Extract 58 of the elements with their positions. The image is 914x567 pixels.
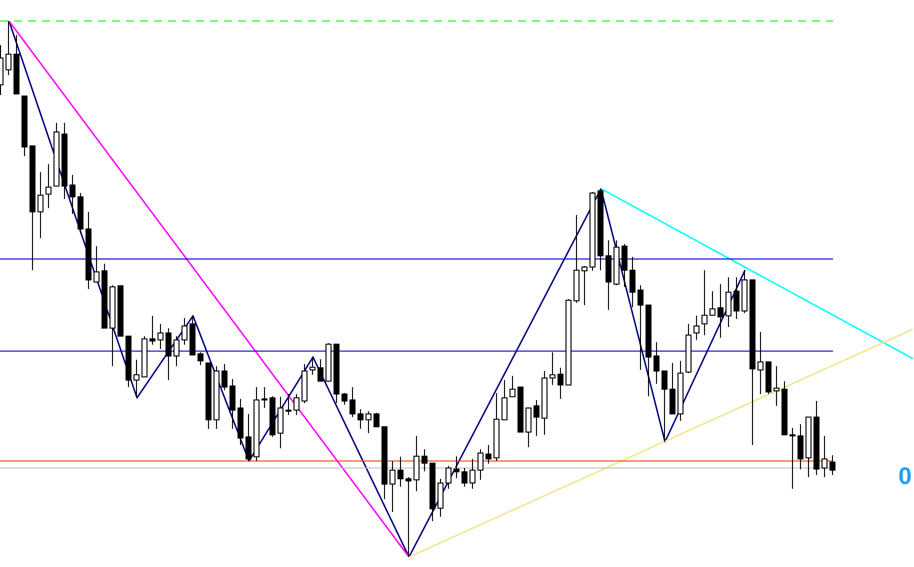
candlestick	[726, 276, 732, 328]
candlestick	[470, 458, 476, 490]
candlestick	[374, 412, 380, 428]
candlestick	[166, 328, 172, 381]
candlestick	[318, 358, 324, 382]
candlestick	[38, 172, 44, 239]
candlestick	[246, 413, 252, 462]
candlestick	[822, 435, 828, 478]
candlestick	[638, 284, 644, 370]
candlestick	[758, 331, 764, 395]
candlestick	[390, 460, 396, 512]
candlestick	[462, 468, 468, 488]
candlestick	[654, 342, 660, 384]
candlestick	[46, 164, 52, 209]
candlestick	[310, 356, 316, 376]
candlestick	[174, 336, 180, 367]
candlestick	[366, 410, 372, 434]
candlestick	[830, 454, 836, 476]
candlestick	[406, 476, 412, 557]
candlestick	[798, 424, 804, 470]
candlestick	[702, 270, 708, 336]
ref-line-label: 0	[898, 463, 912, 490]
candlestick	[286, 394, 292, 416]
candlestick	[422, 448, 428, 472]
candlestick	[454, 456, 460, 479]
candlestick	[558, 367, 564, 400]
candlestick	[158, 323, 164, 350]
candlestick	[774, 366, 780, 406]
candlestick	[710, 290, 716, 316]
candlestick	[734, 276, 740, 320]
candlestick	[358, 408, 364, 430]
candlestick	[222, 364, 228, 391]
candlestick	[502, 380, 508, 420]
candlestick	[582, 265, 588, 306]
candlestick	[534, 399, 540, 436]
candlestick	[510, 375, 516, 398]
candlestick	[70, 174, 76, 214]
candlestick	[350, 386, 356, 418]
candlestick	[134, 359, 140, 398]
candlestick	[398, 456, 404, 488]
candlestick	[694, 315, 700, 340]
candlestick	[718, 284, 724, 338]
candlestick	[630, 256, 636, 308]
candlestick	[6, 21, 12, 76]
candlestick	[414, 435, 420, 492]
candlestick	[342, 392, 348, 406]
candlestick	[294, 394, 300, 416]
candlestick	[790, 427, 796, 490]
candlestick	[94, 246, 100, 283]
candlestick	[662, 370, 668, 442]
candlestick	[262, 386, 268, 408]
candlestick	[150, 315, 156, 346]
candlestick	[486, 444, 492, 464]
candlestick	[550, 352, 556, 386]
candlestick	[182, 317, 188, 346]
candlestick	[446, 465, 452, 490]
candlestick	[478, 448, 484, 480]
candlestick	[198, 352, 204, 366]
